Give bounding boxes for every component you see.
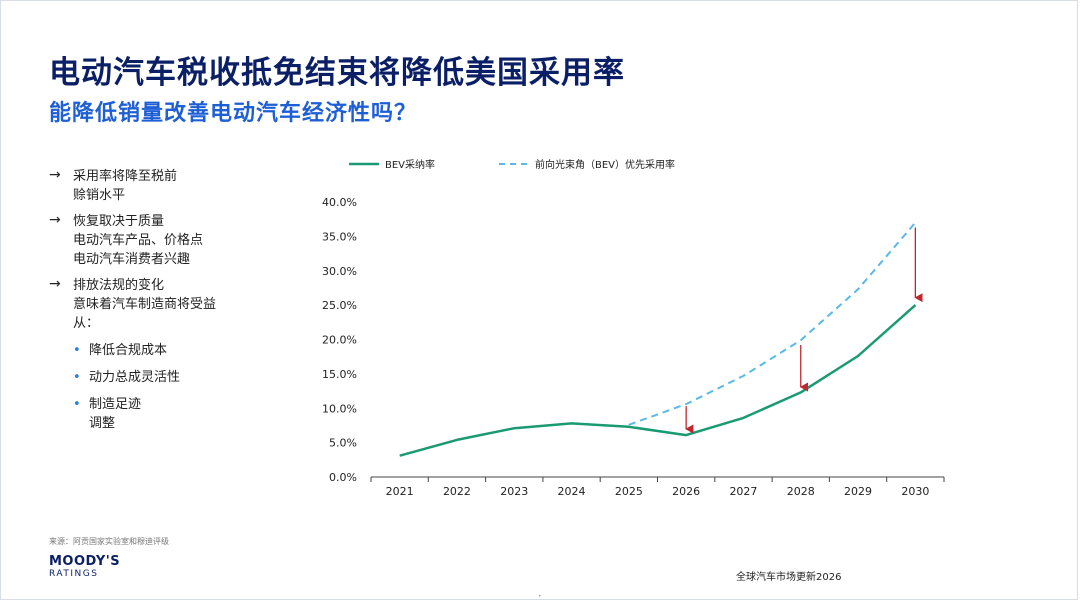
arrow-right-icon: → — [49, 167, 61, 183]
legend-label-bev: BEV采纳率 — [385, 158, 435, 171]
y-tick-label: 35.0% — [322, 230, 357, 243]
x-tick-label: 2027 — [729, 485, 757, 498]
bullet-text: 电动汽车消费者兴趣 — [73, 252, 191, 267]
moodys-logo: MOODY'S RATINGS — [49, 555, 120, 580]
x-tick-label: 2022 — [443, 485, 471, 498]
arrow-right-icon: → — [49, 276, 61, 292]
bullet-text: 排放法规的变化 — [73, 278, 165, 293]
sub-bullet-text: 动力总成灵活性 — [89, 370, 181, 385]
logo-line2: RATINGS — [49, 569, 99, 579]
bullet-text: 恢复取决于质量 — [73, 214, 165, 229]
bullet-text: 采用率将降至税前 — [73, 169, 178, 184]
sub-bullet-text: 降低合规成本 — [89, 343, 168, 358]
y-tick-label: 15.0% — [322, 368, 357, 381]
series-line-bev — [399, 304, 917, 457]
sub-bullet-item: • 降低合规成本 — [49, 341, 299, 360]
x-tick-label: 2025 — [615, 485, 643, 498]
bullet-text: 从： — [73, 316, 100, 331]
bullet-list: → 采用率将降至税前 赊销水平 → 恢复取决于质量电动汽车产品、价格点 电动汽车消费者兴趣… — [49, 167, 299, 441]
bullet-dot-icon: • — [73, 397, 81, 412]
bullet-text: 电动汽车产品、价格点 — [73, 233, 204, 248]
bullet-item: → 恢复取决于质量电动汽车产品、价格点 电动汽车消费者兴趣 — [49, 212, 299, 269]
y-tick-label: 25.0% — [322, 299, 357, 312]
bullet-item: → 排放法规的变化意味着汽车制造商将受益 从： — [49, 276, 299, 333]
x-tick-label: 2029 — [844, 485, 872, 498]
x-tick-label: 2028 — [787, 485, 815, 498]
slide-subtitle: 能降低销量改善电动汽车经济性吗？ — [49, 101, 418, 126]
arrow-right-icon: → — [49, 212, 61, 228]
y-tick-label: 10.0% — [322, 402, 357, 415]
bullet-dot-icon: • — [73, 343, 81, 358]
x-tick-label: 2023 — [500, 485, 528, 498]
sub-bullet-text: 调整 — [89, 416, 116, 431]
slide-title: 电动汽车税收抵免结束将降低美国采用率 — [49, 55, 625, 91]
source-note: 来源：阿贡国家实验室和穆迪评级 — [49, 537, 169, 546]
legend-label-preferred: 前向光束角（BEV）优先采用率 — [535, 158, 675, 171]
y-tick-label: 20.0% — [322, 334, 357, 347]
y-tick-label: 0.0% — [329, 471, 357, 484]
bullet-dot-icon: • — [73, 370, 81, 385]
footer-text: 全球汽车市场更新2026 — [736, 572, 842, 583]
y-tick-label: 5.0% — [329, 437, 357, 450]
x-tick-label: 2026 — [672, 485, 700, 498]
bullet-item: → 采用率将降至税前 赊销水平 — [49, 167, 299, 205]
x-tick-label: 2021 — [386, 485, 414, 498]
adoption-rate-chart: BEV采纳率 前向光束角（BEV）优先采用率 0.0% 5.0% 10.0% 15.0% 2… — [322, 158, 945, 498]
logo-line1: MOODY'S — [49, 554, 121, 569]
y-tick-label: 30.0% — [322, 265, 357, 278]
page-dot: • — [538, 593, 542, 600]
sub-bullet-text: 制造足迹 — [89, 397, 142, 412]
bullet-text: 意味着汽车制造商将受益 — [73, 297, 217, 312]
x-tick-label: 2024 — [558, 485, 586, 498]
series-line-preferred — [628, 221, 917, 426]
sub-bullet-item: • 动力总成灵活性 — [49, 368, 299, 387]
x-tick-label: 2030 — [901, 485, 929, 498]
sub-bullet-item: • 制造足迹调整 — [49, 395, 299, 433]
y-tick-label: 40.0% — [322, 196, 357, 209]
bullet-text: 赊销水平 — [73, 188, 126, 203]
